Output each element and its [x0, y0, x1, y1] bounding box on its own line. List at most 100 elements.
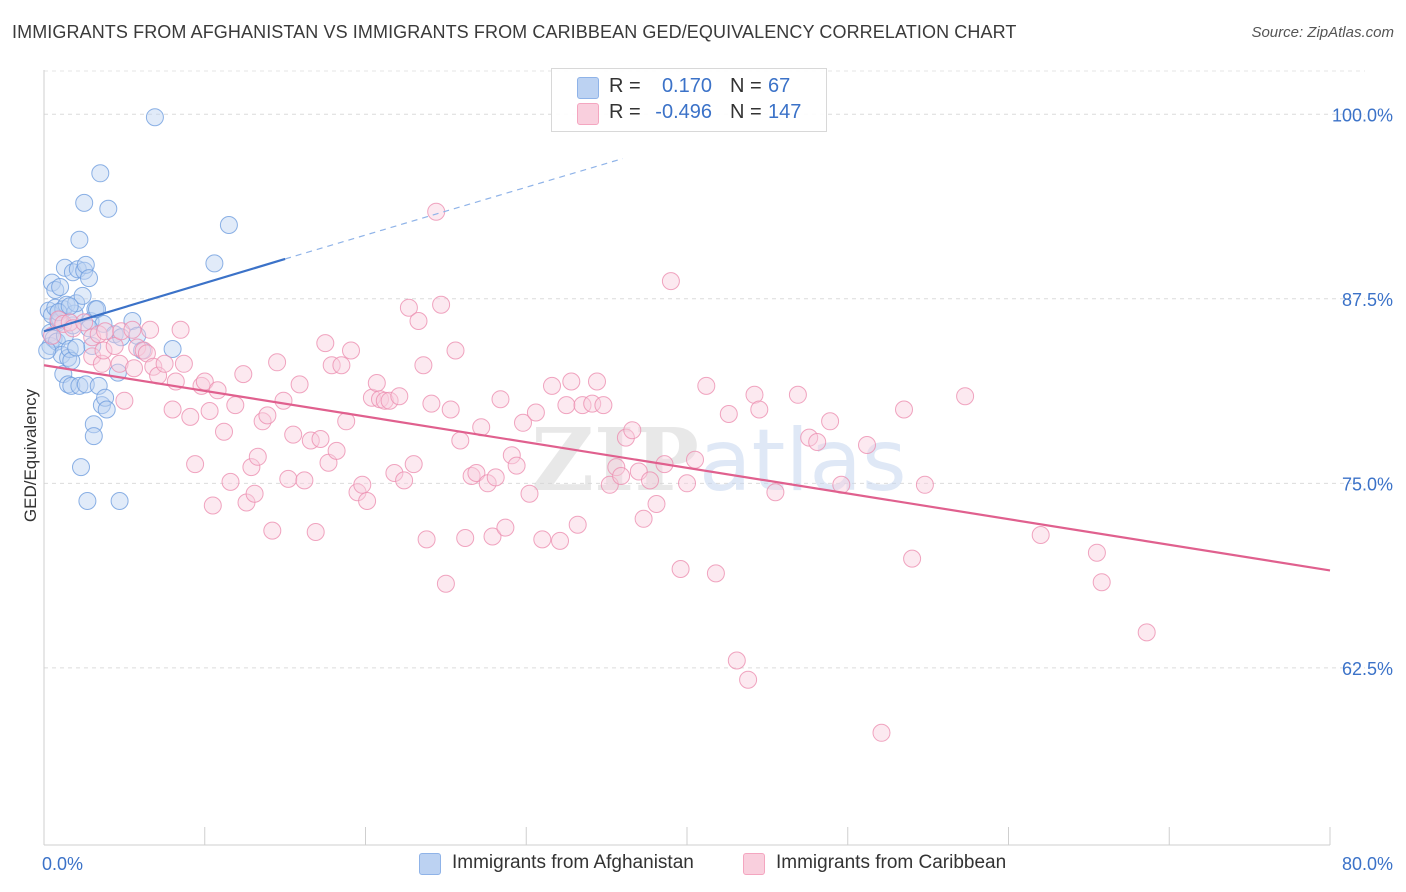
point-afghanistan: [70, 230, 89, 249]
point-caribbean: [342, 341, 360, 360]
point-caribbean: [301, 431, 320, 450]
point-caribbean: [186, 455, 205, 474]
point-caribbean: [686, 450, 704, 469]
point-caribbean: [83, 347, 102, 366]
point-caribbean: [706, 564, 725, 583]
y-tick-label: 87.5%: [1342, 290, 1393, 310]
point-afghanistan: [49, 303, 68, 322]
point-caribbean: [96, 322, 115, 341]
point-caribbean: [367, 374, 386, 392]
point-caribbean: [607, 458, 626, 477]
point-caribbean: [322, 356, 341, 375]
point-caribbean: [353, 475, 372, 494]
point-caribbean: [137, 344, 156, 363]
point-caribbean: [872, 723, 891, 742]
point-caribbean: [141, 320, 160, 339]
point-caribbean: [903, 549, 922, 568]
point-caribbean: [404, 455, 423, 474]
point-caribbean: [520, 484, 539, 503]
point-caribbean: [290, 375, 309, 394]
point-caribbean: [427, 202, 446, 221]
blue-swatch-icon: [577, 77, 599, 99]
point-caribbean: [551, 531, 569, 550]
point-caribbean: [562, 372, 581, 391]
point-caribbean: [557, 396, 576, 415]
point-caribbean: [279, 469, 298, 488]
point-caribbean: [441, 400, 460, 419]
point-caribbean: [808, 433, 827, 451]
point-caribbean: [915, 475, 934, 494]
point-caribbean: [533, 530, 552, 549]
point-caribbean: [110, 354, 129, 373]
point-afghanistan: [75, 193, 94, 212]
point-caribbean: [134, 341, 153, 360]
point-caribbean: [409, 312, 428, 330]
stats-legend: R = 0.170 N = 67 R = -0.496 N = 147: [551, 68, 827, 132]
series-legend: Immigrants from Afghanistan Immigrants f…: [0, 852, 1406, 878]
point-caribbean: [253, 412, 272, 431]
point-caribbean: [112, 322, 131, 341]
point-caribbean: [634, 509, 653, 528]
point-caribbean: [502, 446, 521, 465]
point-caribbean: [385, 464, 404, 482]
point-caribbean: [568, 515, 587, 534]
x-tick-label: 80.0%: [1342, 854, 1393, 874]
point-caribbean: [462, 467, 481, 485]
point-afghanistan: [96, 388, 115, 407]
point-caribbean: [263, 521, 282, 540]
point-caribbean: [697, 376, 716, 395]
point-caribbean: [661, 272, 680, 291]
point-caribbean: [395, 471, 414, 490]
point-caribbean: [483, 527, 502, 546]
point-caribbean: [514, 413, 532, 432]
point-caribbean: [491, 390, 510, 409]
point-caribbean: [623, 421, 642, 440]
point-caribbean: [647, 495, 666, 513]
watermark: ZIPatlas: [531, 410, 907, 511]
point-caribbean: [242, 458, 261, 477]
point-afghanistan: [67, 338, 86, 357]
x-tick-label: 0.0%: [42, 854, 83, 874]
point-caribbean: [641, 471, 659, 490]
point-caribbean: [788, 385, 807, 404]
point-caribbean: [446, 341, 465, 360]
point-caribbean: [123, 320, 142, 339]
source-label: Source: ZipAtlas.com: [1251, 24, 1394, 41]
point-caribbean: [181, 407, 200, 426]
point-afghanistan: [78, 492, 97, 510]
r-label: R =: [609, 75, 641, 97]
point-caribbean: [274, 391, 293, 410]
point-caribbean: [678, 474, 696, 493]
point-caribbean: [174, 354, 193, 373]
n-value: 67: [768, 75, 791, 97]
point-caribbean: [268, 353, 287, 372]
point-afghanistan: [163, 340, 182, 358]
point-caribbean: [594, 396, 613, 415]
point-afghanistan: [59, 375, 78, 394]
point-caribbean: [311, 430, 330, 448]
point-afghanistan: [51, 278, 70, 296]
blue-swatch-icon: [419, 853, 441, 875]
n-label: N =: [730, 101, 762, 123]
point-caribbean: [671, 560, 690, 578]
point-caribbean: [526, 403, 545, 422]
point-caribbean: [588, 372, 606, 391]
point-caribbean: [616, 428, 635, 447]
r-value: 0.170: [661, 75, 712, 97]
point-caribbean: [332, 356, 351, 375]
point-caribbean: [858, 436, 876, 454]
point-caribbean: [719, 405, 738, 423]
point-caribbean: [306, 523, 325, 541]
chart-title: IMMIGRANTS FROM AFGHANISTAN VS IMMIGRANT…: [12, 22, 1017, 42]
point-caribbean: [895, 400, 913, 419]
point-caribbean: [248, 447, 267, 466]
point-caribbean: [258, 406, 277, 425]
point-afghanistan: [38, 341, 57, 360]
point-caribbean: [399, 298, 418, 317]
point-caribbean: [284, 425, 303, 444]
point-caribbean: [467, 464, 486, 482]
point-caribbean: [1087, 543, 1106, 562]
point-caribbean: [327, 441, 346, 460]
point-caribbean: [750, 400, 769, 419]
